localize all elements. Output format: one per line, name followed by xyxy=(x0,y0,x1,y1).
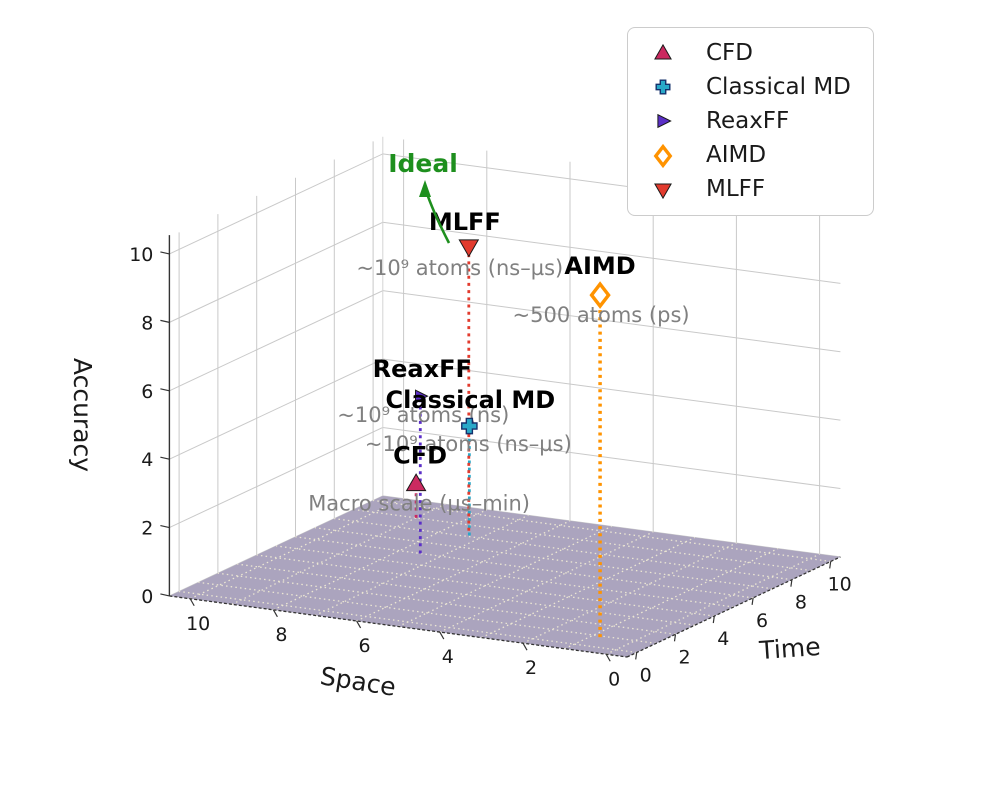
axes-spines xyxy=(160,235,841,662)
legend-entry-classical-md: Classical MD xyxy=(646,72,873,102)
annotation-mlff: ~10⁹ atoms (ns–µs) xyxy=(356,256,563,280)
y-tick-label: 10 xyxy=(828,573,852,595)
legend-label: CFD xyxy=(706,39,753,66)
y-tick-label: 2 xyxy=(678,646,690,668)
y-tick-label: 6 xyxy=(756,610,768,632)
x-axis-label: Space xyxy=(318,661,398,702)
x-tick-label: 8 xyxy=(275,624,287,646)
x-tick-label: 6 xyxy=(359,635,371,657)
stems xyxy=(414,246,602,638)
point-aimd xyxy=(589,281,611,309)
z-tick-label: 8 xyxy=(141,312,153,334)
legend-label: AIMD xyxy=(706,142,767,169)
z-tick-label: 2 xyxy=(141,518,153,540)
wall-grid xyxy=(169,136,841,597)
legend-entry-mlff: MLFF xyxy=(646,175,873,205)
legend-entry-cfd: CFD xyxy=(646,38,873,68)
markers xyxy=(405,239,611,492)
annotation-classical-md: ~10⁹ atoms (ns–µs) xyxy=(365,432,572,456)
y-tick-label: 8 xyxy=(795,592,807,614)
label-mlff: MLFF xyxy=(429,208,501,236)
series-labels: CFD Classical MD ReaxFF AIMD MLFF xyxy=(373,208,636,470)
y-axis-label: Time xyxy=(757,632,821,665)
z-tick-label: 6 xyxy=(141,381,153,403)
point-mlff xyxy=(458,239,480,258)
annotation-reaxff: ~10⁹ atoms (ns) xyxy=(337,403,509,427)
ideal-label: Ideal xyxy=(388,149,458,178)
x-tick-label: 0 xyxy=(608,668,620,690)
floor xyxy=(169,495,841,658)
legend-label: Classical MD xyxy=(706,73,851,100)
z-tick-label: 4 xyxy=(141,449,153,471)
x-tick-label: 2 xyxy=(525,657,537,679)
x-tick-label: 10 xyxy=(186,613,210,635)
legend-entry-aimd: AIMD xyxy=(646,141,873,171)
aimd-marker-icon xyxy=(653,143,673,168)
mlff-marker-icon xyxy=(654,183,672,199)
ideal-annotation: Ideal xyxy=(388,149,458,244)
y-tick-label: 0 xyxy=(640,664,652,686)
z-tick-label: 10 xyxy=(129,244,153,266)
z-tick-label: 0 xyxy=(141,586,153,608)
x-tick-label: 4 xyxy=(442,646,454,668)
cfd-marker-icon xyxy=(654,44,672,60)
point-cfd xyxy=(405,473,427,492)
label-cfd: CFD xyxy=(393,442,447,470)
z-axis-label: Accuracy xyxy=(68,358,97,472)
legend-label: ReaxFF xyxy=(706,107,790,134)
classical-md-marker-icon xyxy=(655,79,671,95)
label-aimd: AIMD xyxy=(564,252,635,280)
ideal-arrowhead-icon xyxy=(419,180,431,197)
point-classical-md xyxy=(461,417,478,435)
reaxff-marker-icon xyxy=(657,114,672,129)
annotation-cfd: Macro scale (µs–min) xyxy=(308,492,530,516)
legend-label: MLFF xyxy=(706,176,766,203)
y-tick-label: 4 xyxy=(717,628,729,650)
label-classical-md: Classical MD xyxy=(386,386,556,414)
label-reaxff: ReaxFF xyxy=(373,355,472,383)
point-reaxff xyxy=(415,389,429,403)
legend-entry-reaxff: ReaxFF xyxy=(646,106,873,136)
legend: CFD Classical MD ReaxFF AIMD MLFF xyxy=(627,27,874,216)
